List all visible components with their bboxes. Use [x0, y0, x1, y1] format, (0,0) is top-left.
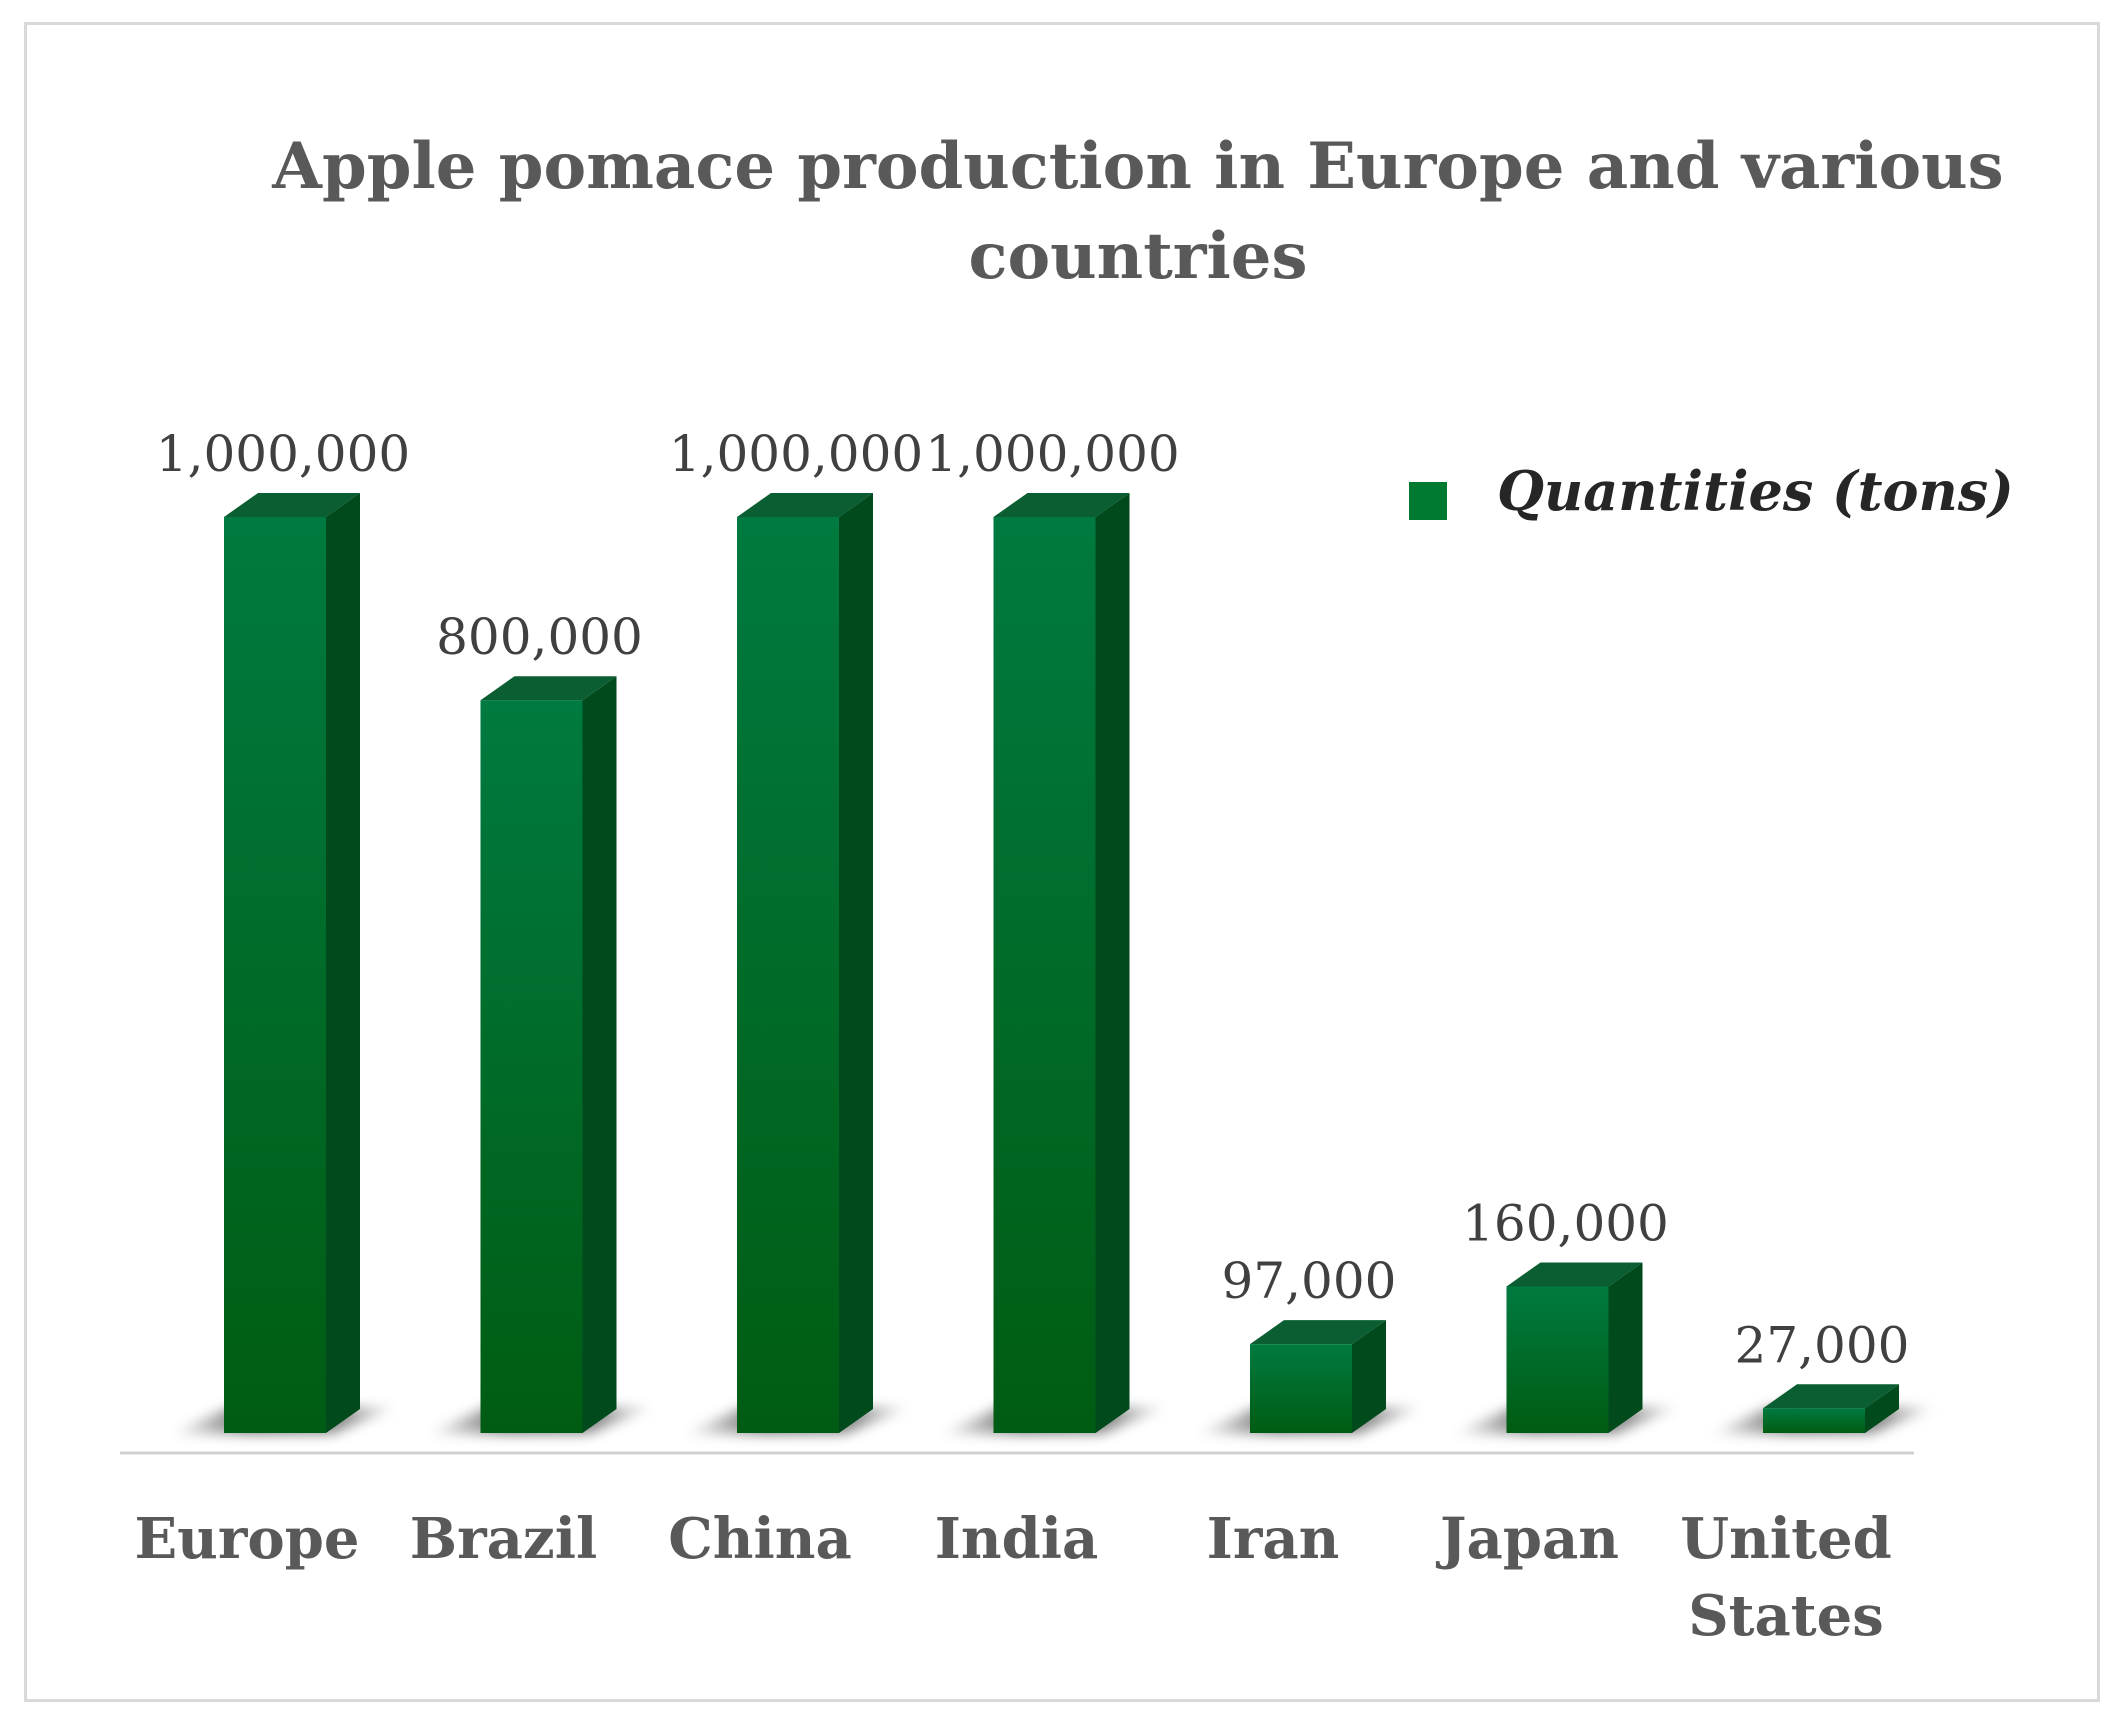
chart-title-line-1: Apple pomace production in Europe and va… [271, 129, 2003, 204]
bar-front-face [224, 517, 326, 1433]
bar-front-face [1763, 1408, 1865, 1433]
category-label: China [668, 1506, 852, 1572]
data-label: 27,000 [1735, 1316, 1910, 1374]
bar-side-face [1095, 493, 1130, 1433]
bar-front-face [737, 517, 839, 1433]
bar [224, 493, 360, 1433]
category-labels: Europe Brazil China India Iran Japan United Sta… [134, 1506, 1891, 1649]
category-label: Europe [134, 1506, 359, 1572]
bar-front-face [480, 700, 583, 1433]
bar-side-face [1352, 1320, 1386, 1433]
bar-side-face [326, 493, 360, 1433]
bar-side-face [1865, 1384, 1899, 1433]
chart-title: Apple pomace production in Europe and va… [271, 129, 2003, 294]
bar [1506, 1262, 1643, 1433]
bar-top-face [737, 493, 873, 517]
bars [224, 493, 1899, 1433]
bar-side-face [582, 676, 617, 1433]
bar [1250, 1320, 1386, 1433]
bar-front-face [1506, 1286, 1609, 1433]
bar [993, 493, 1130, 1433]
category-label: United [1680, 1506, 1891, 1572]
bar-front-face [993, 517, 1096, 1433]
data-label: 97,000 [1222, 1252, 1397, 1310]
data-label: 160,000 [1462, 1194, 1669, 1252]
bar-side-face [839, 493, 873, 1433]
chart-title-line-2: countries [968, 219, 1307, 294]
bar-top-face [1250, 1320, 1386, 1345]
data-label: 1,000,000 [925, 425, 1179, 483]
bar-top-face [224, 493, 360, 517]
category-label: India [935, 1506, 1099, 1572]
category-label: Iran [1207, 1506, 1340, 1572]
bar-side-face [1608, 1262, 1643, 1433]
bar-top-face [480, 676, 617, 701]
bar-front-face [1250, 1344, 1352, 1433]
legend-label: Quantities (tons) [1497, 459, 2014, 523]
bar-top-face [1763, 1384, 1899, 1409]
data-label: 1,000,000 [669, 425, 923, 483]
data-label: 1,000,000 [156, 425, 410, 483]
category-label: States [1688, 1583, 1884, 1649]
data-label: 800,000 [436, 608, 643, 666]
legend-swatch [1409, 482, 1447, 520]
bar [1763, 1384, 1899, 1433]
bar [737, 493, 873, 1433]
legend: Quantities (tons) [1409, 459, 2014, 523]
category-label: Japan [1435, 1506, 1619, 1572]
bar-top-face [1506, 1262, 1643, 1287]
bar-top-face [993, 493, 1130, 517]
bar [480, 676, 617, 1433]
category-label: Brazil [410, 1506, 597, 1572]
